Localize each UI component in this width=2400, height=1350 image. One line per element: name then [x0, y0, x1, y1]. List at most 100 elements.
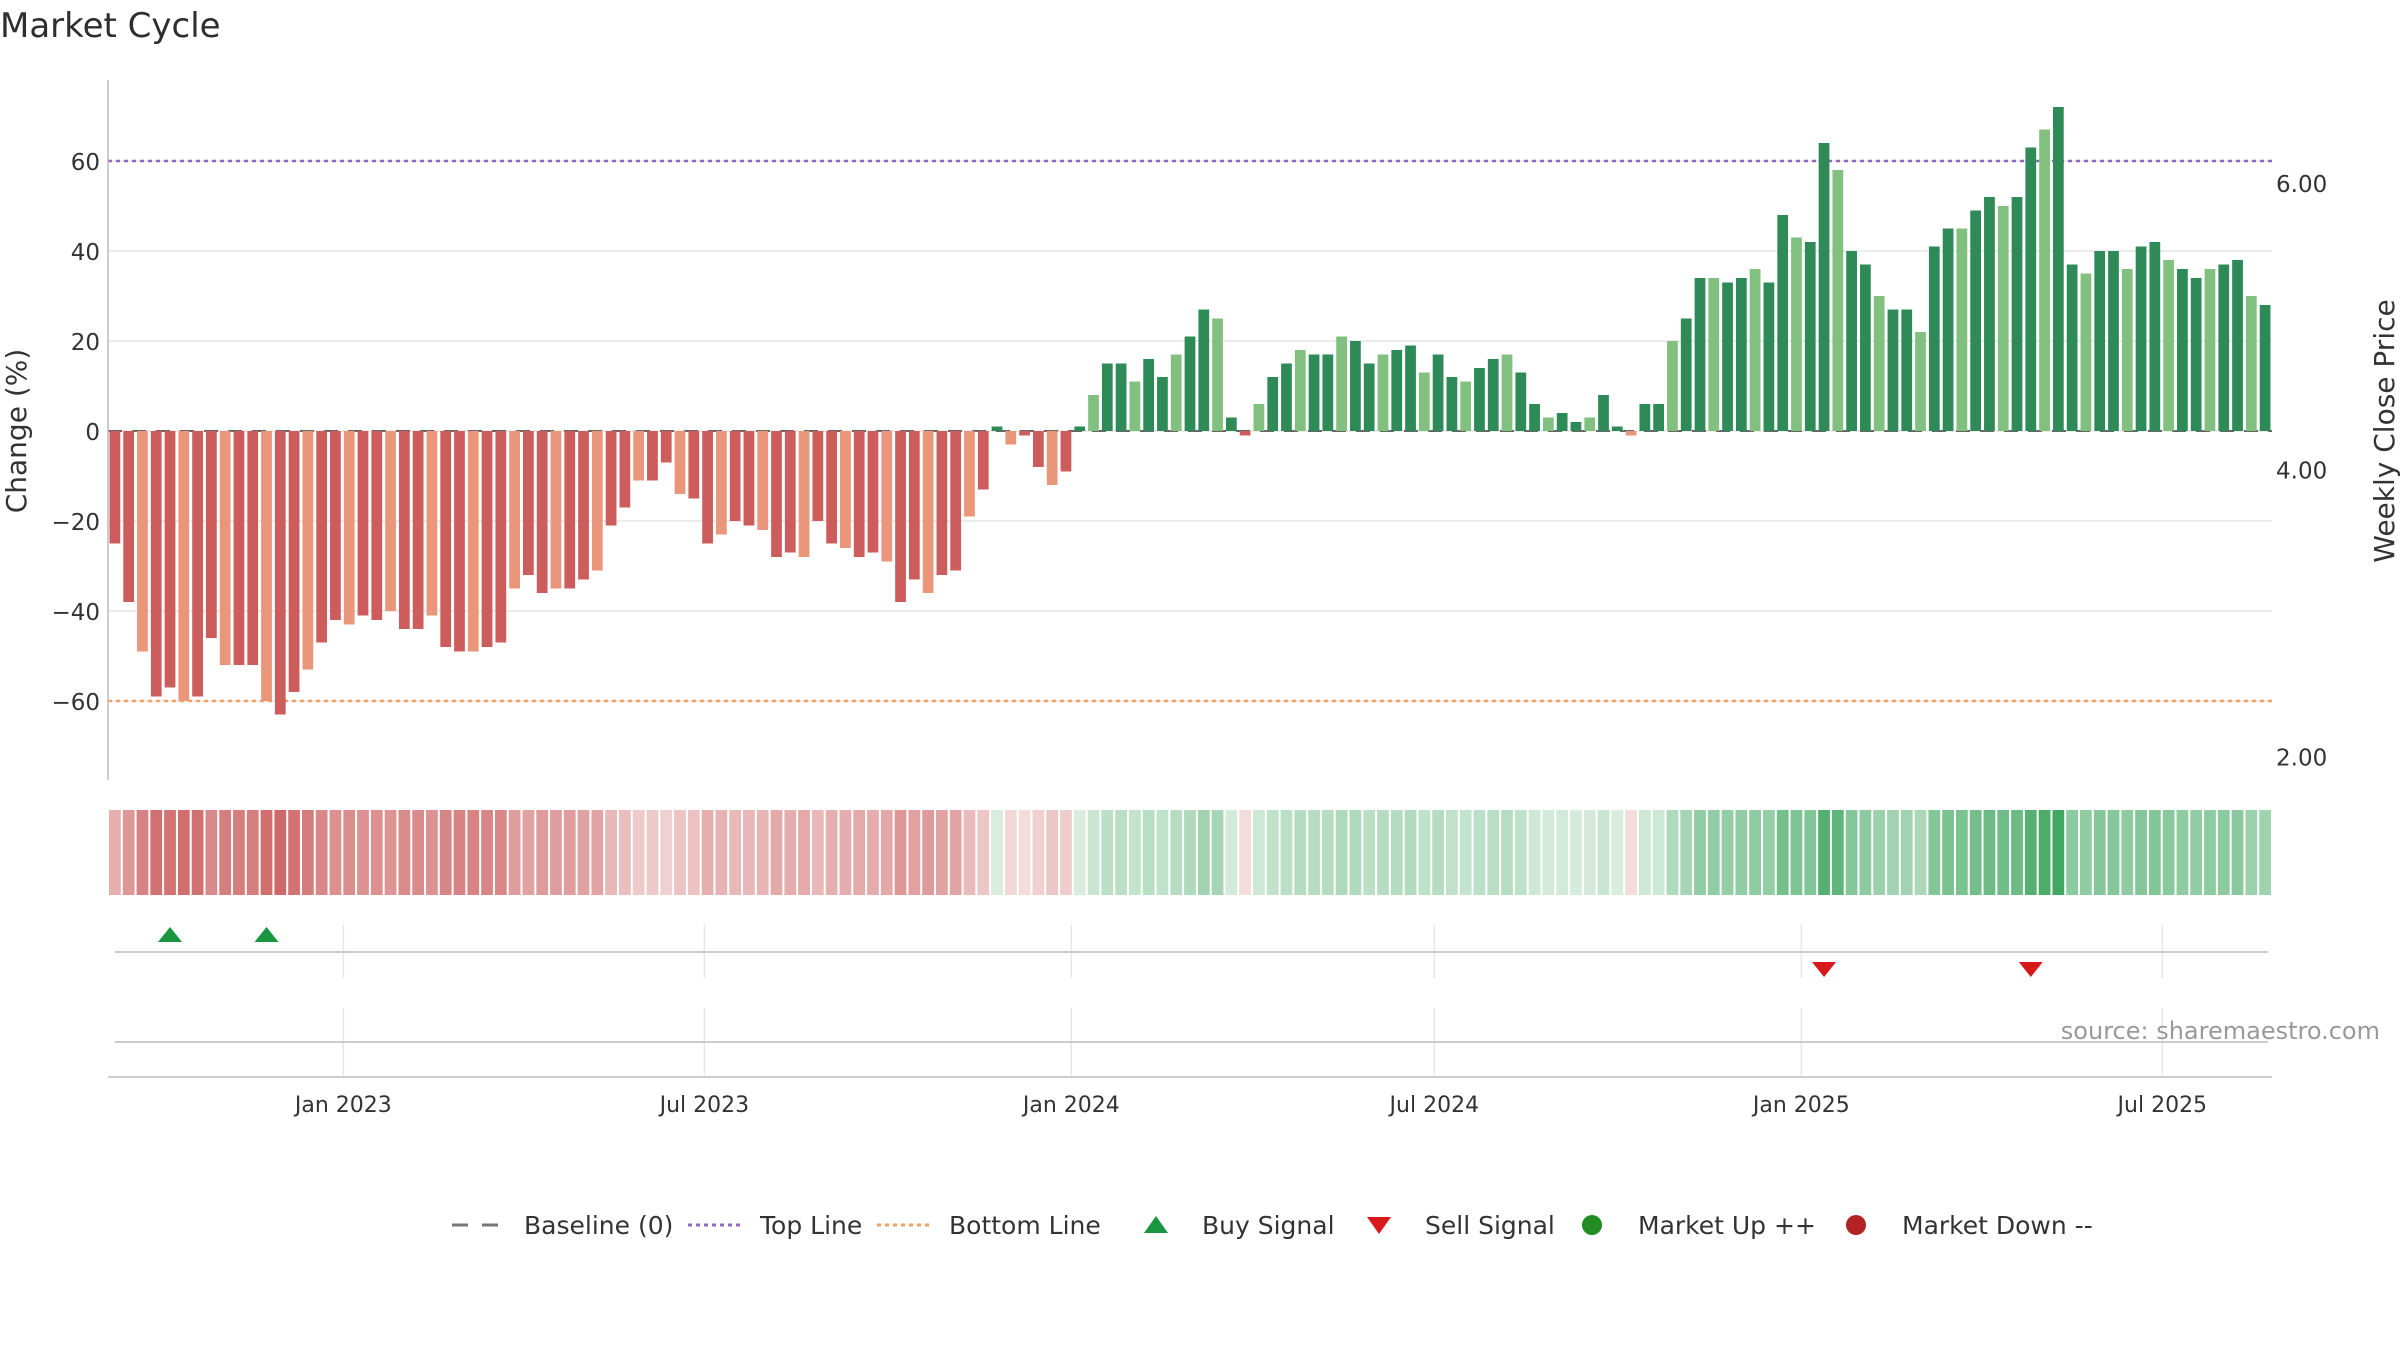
- heat-cell: [1115, 810, 1127, 895]
- bar: [1350, 341, 1361, 431]
- x-tick-label: Jan 2025: [1751, 1093, 1850, 1118]
- bar: [1198, 309, 1210, 431]
- bar: [743, 431, 755, 526]
- bar: [1763, 282, 1775, 431]
- heat-cell: [1404, 810, 1417, 895]
- heat-cell: [853, 810, 866, 895]
- heat-cell: [880, 810, 893, 895]
- bar: [867, 431, 879, 553]
- heat-cell: [343, 810, 356, 895]
- bar: [233, 431, 245, 665]
- heat-cell: [357, 810, 369, 895]
- heat-cell: [260, 810, 273, 895]
- bar: [523, 431, 534, 575]
- heat-cell: [412, 810, 425, 895]
- heat-cell: [1487, 810, 1500, 895]
- heat-cell: [122, 810, 135, 895]
- heat-cell: [1969, 810, 1982, 895]
- bar: [1391, 350, 1403, 431]
- heat-cell: [1266, 810, 1279, 895]
- bar: [1832, 170, 1844, 431]
- y2-tick-label: 6.00: [2276, 172, 2327, 198]
- x-axis: Jan 2023 Jul 2023 Jan 2024 Jul 2024 Jan 2025…: [108, 1076, 2272, 1118]
- heat-cell: [1570, 810, 1582, 895]
- bar: [826, 431, 838, 544]
- heat-cell: [1170, 810, 1183, 895]
- bar: [109, 431, 121, 544]
- bar: [1722, 282, 1733, 431]
- bar: [288, 431, 300, 692]
- bar: [1777, 215, 1789, 431]
- bar: [660, 431, 672, 463]
- bar: [1598, 395, 1609, 431]
- bar: [647, 431, 658, 481]
- bar: [1529, 404, 1540, 431]
- bar: [812, 431, 824, 521]
- bar: [398, 431, 410, 629]
- bar: [454, 431, 465, 652]
- bar: [1170, 354, 1182, 431]
- heat-cell: [1873, 810, 1886, 895]
- sell-signal-marker: [2018, 962, 2043, 977]
- sell-signal-marker: [1812, 962, 1837, 977]
- heat-cell: [1652, 810, 1665, 895]
- bar: [619, 431, 631, 508]
- source-credit: source: sharemaestro.com: [2061, 1017, 2380, 1045]
- heat-cell: [563, 810, 576, 895]
- bar: [274, 431, 286, 715]
- bar: [2163, 260, 2174, 431]
- bar: [302, 431, 314, 670]
- bar: [2052, 107, 2064, 431]
- bar: [481, 431, 493, 647]
- heat-cell: [1845, 810, 1858, 895]
- bar: [950, 431, 962, 571]
- bar: [385, 431, 396, 611]
- heat-cell: [370, 810, 383, 895]
- bar: [1887, 309, 1899, 431]
- legend-label: Market Down --: [1902, 1211, 2093, 1240]
- heat-cell: [2135, 810, 2147, 895]
- bar: [1253, 404, 1265, 431]
- heat-cell: [2245, 810, 2258, 895]
- heat-cell: [949, 810, 962, 895]
- heat-cell: [453, 810, 466, 895]
- x-tick-label: Jul 2023: [658, 1093, 750, 1118]
- y-tick-label: 20: [71, 330, 100, 356]
- heat-cell: [2148, 810, 2161, 895]
- heat-cell: [798, 810, 810, 895]
- heat-cell: [729, 810, 742, 895]
- y-axis-title: Change (%): [0, 349, 33, 514]
- heat-cell: [315, 810, 328, 895]
- bar: [1791, 237, 1802, 431]
- bar: [1225, 417, 1237, 431]
- bar: [1405, 345, 1416, 431]
- y2-axis-title: Weekly Close Price: [2368, 299, 2400, 562]
- bar: [1928, 246, 1940, 431]
- bar: [164, 431, 176, 688]
- bar: [2218, 264, 2230, 431]
- bar: [1694, 278, 1706, 431]
- bar: [1184, 336, 1196, 431]
- heat-cell: [426, 810, 438, 895]
- heat-cell: [1156, 810, 1169, 895]
- bar: [1143, 359, 1155, 431]
- bar: [1088, 395, 1099, 431]
- y-tick-label: 40: [71, 240, 100, 266]
- bar: [2245, 296, 2257, 431]
- bar: [1749, 269, 1761, 431]
- heat-cell: [2259, 810, 2271, 895]
- bar: [137, 431, 148, 652]
- bar: [1212, 318, 1223, 431]
- heat-cell: [1253, 810, 1265, 895]
- heat-cell: [1142, 810, 1155, 895]
- bar: [729, 431, 741, 521]
- y-tick-label: −20: [51, 510, 100, 536]
- heat-cell: [1859, 810, 1872, 895]
- bar: [330, 431, 341, 620]
- bar: [1267, 377, 1279, 431]
- axes: 6040200−20−40−6010.008.006.004.002.00Cha…: [0, 80, 2400, 780]
- heat-cell: [1597, 810, 1610, 895]
- heat-cell: [2011, 810, 2023, 895]
- bar: [757, 431, 769, 530]
- bar: [1074, 426, 1086, 431]
